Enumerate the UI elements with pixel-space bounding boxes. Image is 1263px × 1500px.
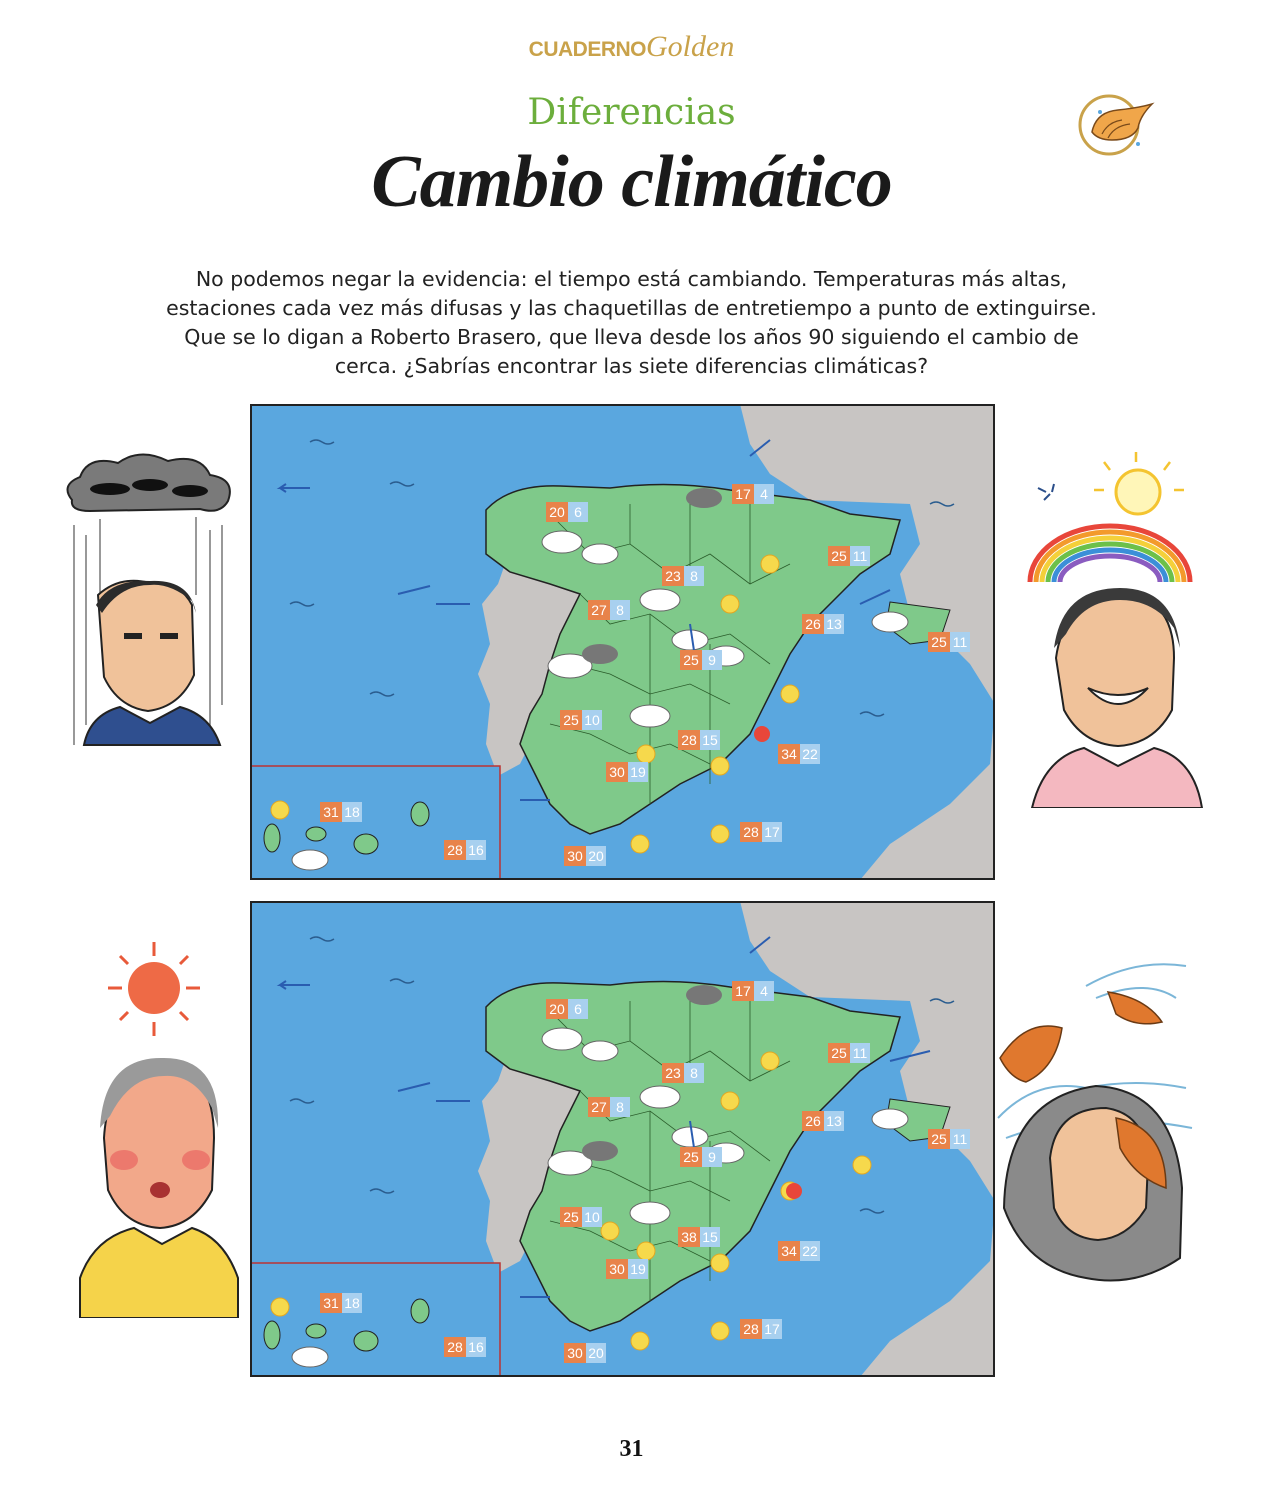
temperature-badge: 23 8 xyxy=(662,566,704,586)
temperature-badge: 28 16 xyxy=(444,840,486,860)
temperature-badge: 28 16 xyxy=(444,1337,486,1357)
brand-logo: CUADERNOGolden xyxy=(0,30,1263,64)
map-frame xyxy=(250,901,995,1377)
temperature-badge: 31 18 xyxy=(320,802,362,822)
temperature-badge: 27 8 xyxy=(588,600,630,620)
sun-sweating-illustration xyxy=(74,938,244,1323)
temperature-badge: 26 13 xyxy=(802,614,844,634)
temperature-badge: 38 15 xyxy=(678,1227,720,1247)
temperature-badge: 34 22 xyxy=(778,1241,820,1261)
temperature-badge: 30 20 xyxy=(564,1343,606,1363)
temperature-badge: 26 13 xyxy=(802,1111,844,1131)
temperature-badge: 25 11 xyxy=(828,1043,870,1063)
temperature-badge: 30 20 xyxy=(564,846,606,866)
intro-paragraph: No podemos negar la evidencia: el tiempo… xyxy=(140,265,1123,381)
temperature-badge: 25 9 xyxy=(680,650,722,670)
weather-map-altered: 20 6 17 4 25 11 23 8 27 8 26 13 25 11 25 9 25 10 … xyxy=(250,901,995,1377)
page-title: Cambio climático xyxy=(371,141,892,223)
temperature-badge: 25 11 xyxy=(928,632,970,652)
conch-shell-icon xyxy=(1078,94,1156,161)
temperature-badge: 25 10 xyxy=(560,710,602,730)
map-frame xyxy=(250,404,995,880)
page-number: 31 xyxy=(619,1436,644,1462)
temperature-badge: 25 9 xyxy=(680,1147,722,1167)
temperature-badge: 17 4 xyxy=(732,484,774,504)
temperature-badge: 28 17 xyxy=(740,1319,782,1339)
intro-line: Que se lo digan a Roberto Brasero, que l… xyxy=(184,325,1079,349)
temperature-badge: 30 19 xyxy=(606,762,648,782)
section-label: Diferencias xyxy=(527,92,736,133)
intro-line: cerca. ¿Sabrías encontrar las siete dife… xyxy=(334,354,929,378)
temperature-badge: 23 8 xyxy=(662,1063,704,1083)
weather-map-original: 20 6 17 4 25 11 23 8 27 8 26 13 25 11 25 9 25 10 … xyxy=(250,404,995,880)
brand-logo-part2: Golden xyxy=(646,30,735,63)
rainbow-illustration xyxy=(1024,448,1204,813)
temperature-badge: 25 11 xyxy=(828,546,870,566)
temperature-badge: 28 17 xyxy=(740,822,782,842)
temperature-badge: 17 4 xyxy=(732,981,774,1001)
intro-line: No podemos negar la evidencia: el tiempo… xyxy=(195,267,1068,291)
temperature-badge: 28 15 xyxy=(678,730,720,750)
brand-logo-part1: CUADERNO xyxy=(528,38,647,61)
intro-line: estaciones cada vez más difusas y las ch… xyxy=(166,296,1097,320)
wind-leaves-illustration xyxy=(996,958,1196,1293)
temperature-badge: 25 11 xyxy=(928,1129,970,1149)
temperature-badge: 27 8 xyxy=(588,1097,630,1117)
temperature-badge: 20 6 xyxy=(546,502,588,522)
rain-cloud-illustration xyxy=(60,445,240,780)
temperature-badge: 34 22 xyxy=(778,744,820,764)
temperature-badge: 30 19 xyxy=(606,1259,648,1279)
temperature-badge: 25 10 xyxy=(560,1207,602,1227)
temperature-badge: 31 18 xyxy=(320,1293,362,1313)
temperature-badge: 20 6 xyxy=(546,999,588,1019)
